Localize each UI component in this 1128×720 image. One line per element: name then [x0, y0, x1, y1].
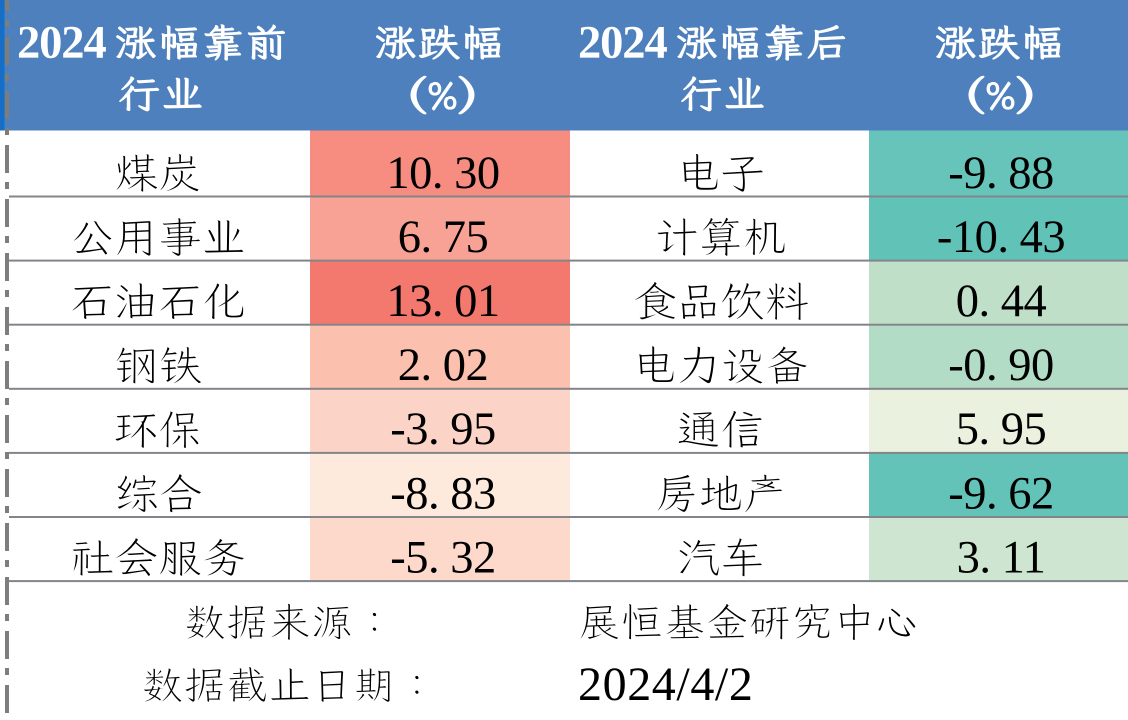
- svg-text:13. 01: 13. 01: [386, 276, 499, 327]
- svg-text:-8. 83: -8. 83: [390, 468, 496, 519]
- svg-text:3. 11: 3. 11: [957, 532, 1046, 583]
- svg-text:-9. 88: -9. 88: [948, 148, 1054, 199]
- svg-text:2024/4/2: 2024/4/2: [578, 658, 753, 711]
- svg-text:-5. 32: -5. 32: [390, 532, 496, 583]
- svg-text:2024: 2024: [578, 18, 667, 69]
- svg-text:10. 30: 10. 30: [386, 148, 499, 199]
- svg-text:-0. 90: -0. 90: [948, 340, 1054, 391]
- svg-text:2024: 2024: [17, 18, 106, 69]
- svg-text:0. 44: 0. 44: [956, 276, 1047, 327]
- svg-text:-3. 95: -3. 95: [390, 404, 496, 455]
- svg-text:2. 02: 2. 02: [398, 340, 489, 391]
- svg-text:6. 75: 6. 75: [398, 212, 489, 263]
- svg-text:-9. 62: -9. 62: [948, 468, 1054, 519]
- svg-text:-10. 43: -10. 43: [937, 212, 1065, 263]
- svg-text:5. 95: 5. 95: [956, 404, 1047, 455]
